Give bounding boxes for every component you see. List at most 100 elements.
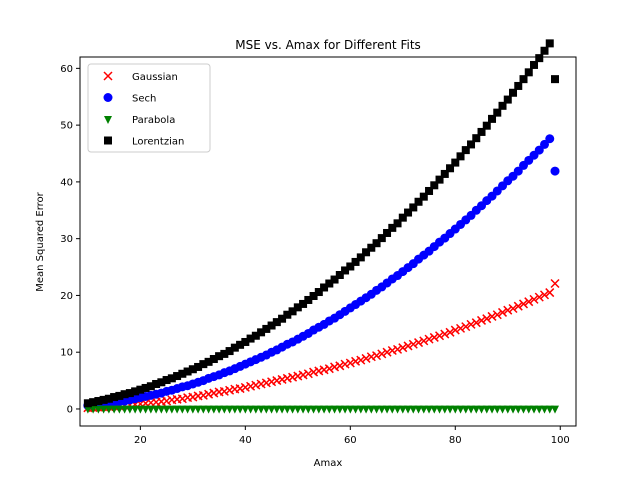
parabola-point	[146, 405, 155, 414]
lorentzian-point	[178, 369, 187, 378]
gaussian-point	[534, 292, 544, 302]
parabola-point	[514, 405, 523, 414]
parabola-point	[377, 405, 386, 414]
gaussian-point	[503, 305, 513, 315]
parabola-point	[509, 405, 518, 414]
parabola-point	[456, 405, 465, 414]
parabola-point	[267, 405, 276, 414]
parabola-point	[430, 405, 439, 414]
gaussian-point	[550, 278, 560, 289]
parabola-point	[498, 405, 507, 414]
gaussian-point	[419, 336, 429, 346]
lorentzian-point	[304, 295, 313, 304]
parabola-point	[104, 405, 113, 414]
gaussian-point	[455, 323, 466, 333]
parabola-point	[477, 405, 486, 414]
x-tick-label: 100	[551, 435, 570, 446]
parabola-point	[157, 405, 166, 414]
parabola-point	[131, 405, 140, 414]
parabola-point	[419, 405, 428, 414]
gaussian-point	[393, 344, 403, 354]
sech-point	[550, 166, 560, 176]
parabola-point	[393, 405, 402, 414]
gaussian-point	[471, 318, 481, 328]
gaussian-point	[324, 364, 334, 374]
legend-marker	[104, 136, 112, 145]
parabola-point	[535, 405, 544, 414]
parabola-point	[225, 405, 234, 414]
gaussian-point	[372, 351, 382, 361]
lorentzian-point	[246, 334, 255, 343]
parabola-point	[325, 405, 334, 414]
lorentzian-point	[204, 357, 213, 366]
parabola-point	[314, 405, 323, 414]
gaussian-point	[539, 290, 550, 300]
legend-label: Gaussian	[132, 72, 178, 83]
lorentzian-point	[356, 253, 365, 262]
parabola-point	[89, 405, 98, 414]
parabola-point	[278, 405, 287, 414]
sech-point	[545, 134, 555, 144]
chart-title: MSE vs. Amax for Different Fits	[235, 38, 421, 52]
gaussian-point	[513, 301, 523, 311]
parabola-point	[461, 405, 470, 414]
gaussian-point	[408, 339, 418, 349]
parabola-point	[230, 405, 239, 414]
parabola-point	[120, 405, 129, 414]
x-axis-ticks: 20 40 60 80 100	[134, 426, 570, 446]
lorentzian-point	[404, 208, 413, 217]
lorentzian-point	[367, 243, 376, 252]
lorentzian-point	[230, 343, 239, 352]
lorentzian-point	[157, 378, 166, 387]
lorentzian-point	[488, 114, 497, 123]
y-tick-label: 10	[60, 348, 73, 359]
axes-frame	[79, 56, 577, 427]
parabola-point	[199, 405, 208, 414]
legend-entry: Sech	[103, 93, 156, 105]
lorentzian-point	[461, 146, 470, 155]
gaussian-point	[382, 347, 392, 357]
parabola-point	[262, 405, 271, 414]
parabola-point	[236, 405, 245, 414]
parabola-point	[451, 405, 460, 414]
parabola-point	[503, 405, 512, 414]
parabola-point	[304, 405, 313, 414]
parabola-point	[330, 405, 339, 414]
parabola-point	[241, 405, 250, 414]
parabola-point	[388, 405, 397, 414]
lorentzian-point	[551, 75, 560, 84]
x-tick-label: 40	[239, 435, 252, 446]
y-tick-label: 50	[60, 121, 73, 132]
x-tick-label: 80	[449, 435, 462, 446]
lorentzian-point	[173, 372, 182, 381]
lorentzian-point	[320, 283, 329, 292]
parabola-point	[136, 405, 145, 414]
gaussian-point	[524, 297, 534, 307]
y-tick-label: 20	[60, 291, 73, 302]
lorentzian-point	[530, 60, 539, 69]
lorentzian-point	[131, 387, 140, 396]
gaussian-point	[377, 349, 387, 359]
lorentzian-point	[225, 347, 234, 356]
y-tick-label: 0	[67, 404, 73, 415]
parabola-point	[493, 405, 502, 414]
parabola-point	[94, 405, 103, 414]
parabola-point	[519, 405, 528, 414]
lorentzian-point	[419, 192, 428, 201]
lorentzian-point	[393, 219, 402, 228]
parabola-point	[467, 405, 476, 414]
lorentzian-point	[398, 213, 407, 222]
parabola-point	[472, 405, 481, 414]
lorentzian-point	[209, 355, 218, 364]
parabola-point	[404, 405, 413, 414]
parabola-point	[173, 405, 182, 414]
lorentzian-point	[346, 262, 355, 271]
parabola-point	[188, 405, 197, 414]
lorentzian-point	[498, 101, 507, 110]
gaussian-point	[492, 310, 502, 320]
parabola-point	[141, 405, 150, 414]
parabola-point	[488, 405, 497, 414]
gaussian-point	[429, 332, 439, 342]
lorentzian-point	[283, 310, 292, 319]
parabola-point	[125, 405, 134, 414]
